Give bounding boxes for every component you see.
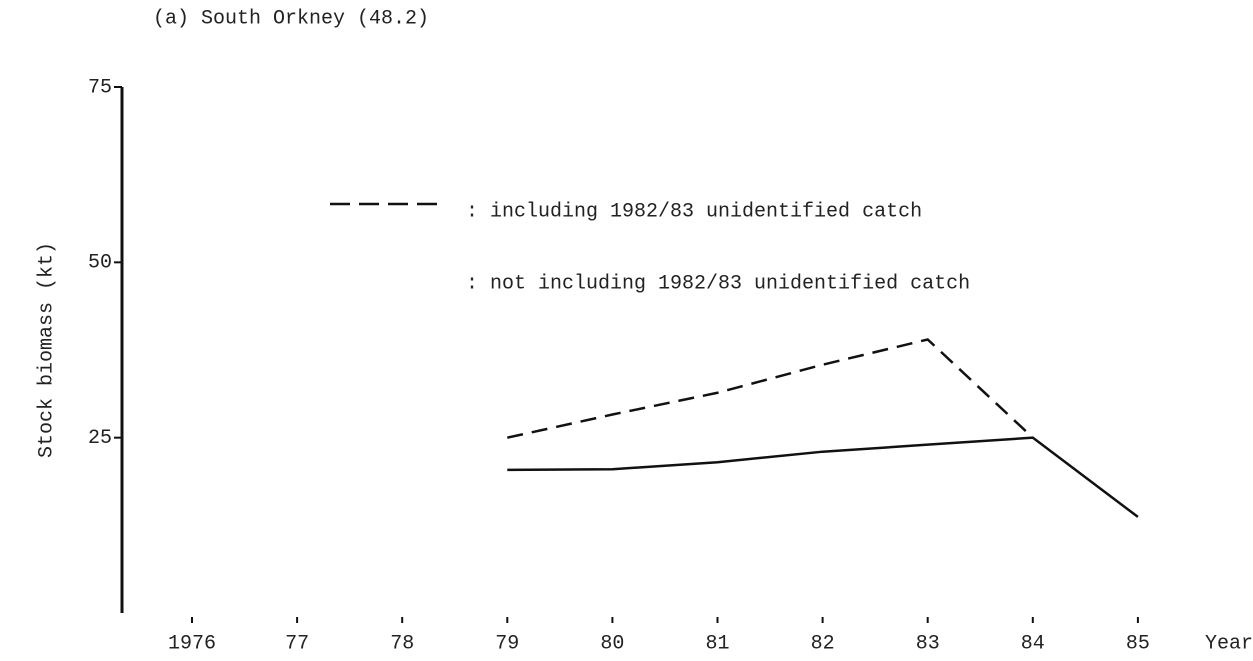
series-line bbox=[507, 338, 1034, 439]
x-tick-label: 79 bbox=[495, 632, 519, 655]
x-axis-label: Year bbox=[1205, 632, 1253, 655]
x-tick-label: 83 bbox=[916, 632, 940, 655]
x-tick-label: 85 bbox=[1126, 632, 1150, 655]
y-tick-label: 25 bbox=[88, 427, 112, 450]
legend-label: : including 1982/83 unidentified catch bbox=[466, 200, 922, 223]
y-tick-label: 50 bbox=[88, 252, 112, 275]
x-tick-label: 78 bbox=[390, 632, 414, 655]
legend-label: : not including 1982/83 unidentified cat… bbox=[466, 272, 970, 295]
x-tick-label: 1976 bbox=[168, 632, 216, 655]
y-axis-label: Stock biomass (kt) bbox=[35, 242, 58, 458]
x-tick-label: 84 bbox=[1021, 632, 1045, 655]
y-tick-label: 75 bbox=[88, 76, 112, 99]
x-tick-label: 77 bbox=[285, 632, 309, 655]
series-line bbox=[507, 436, 1139, 518]
chart-title: (a) South Orkney (48.2) bbox=[153, 7, 429, 30]
x-tick-label: 82 bbox=[811, 632, 835, 655]
x-tick-label: 81 bbox=[705, 632, 729, 655]
x-tick-label: 80 bbox=[600, 632, 624, 655]
